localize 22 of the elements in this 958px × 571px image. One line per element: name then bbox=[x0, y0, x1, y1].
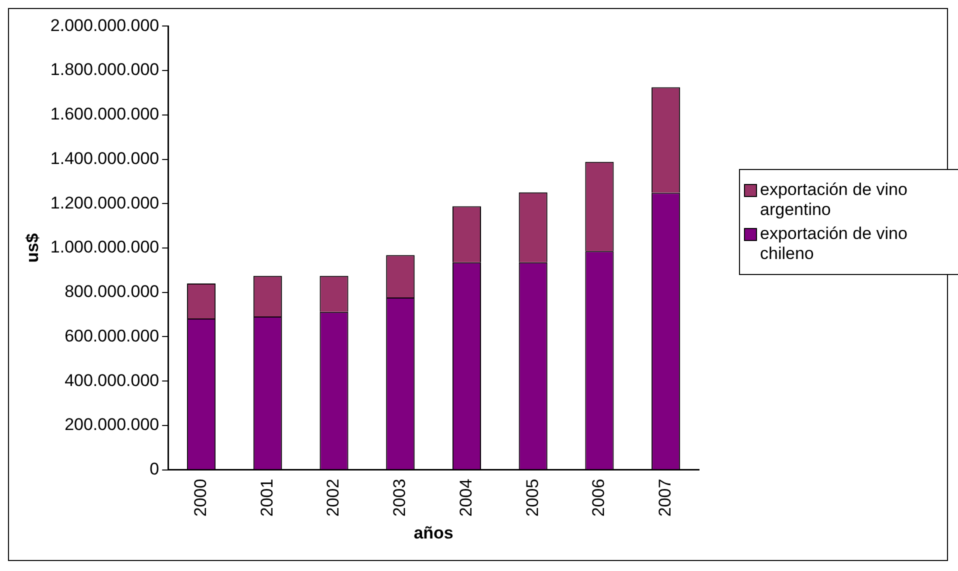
y-tick-label: 1.400.000.000 bbox=[50, 148, 160, 168]
y-tick-label: 600.000.000 bbox=[64, 326, 160, 346]
y-tick-label: 800.000.000 bbox=[64, 282, 160, 302]
x-axis-title: años bbox=[414, 523, 454, 542]
x-tick-label: 2003 bbox=[390, 478, 410, 517]
y-tick-label: 2.000.000.000 bbox=[50, 16, 160, 35]
y-tick-label: 1.000.000.000 bbox=[50, 238, 160, 257]
y-axis-title: us$ bbox=[22, 232, 42, 263]
y-tick-label: 200.000.000 bbox=[64, 415, 160, 434]
x-tick-label: 2007 bbox=[656, 478, 675, 517]
x-tick-label: 2000 bbox=[190, 478, 210, 517]
y-tick-label: 1.200.000.000 bbox=[50, 193, 160, 212]
y-tick-label: 1.800.000.000 bbox=[50, 60, 160, 80]
x-tick-label: 2006 bbox=[589, 478, 608, 517]
legend-label: exportación de vino chileno bbox=[760, 224, 908, 264]
x-tick-label: 2002 bbox=[324, 478, 343, 517]
y-tick-label: 0 bbox=[150, 459, 160, 478]
y-tick-label: 1.600.000.000 bbox=[50, 104, 160, 124]
x-tick-label: 2001 bbox=[257, 478, 276, 517]
x-tick-label: 2004 bbox=[456, 478, 476, 517]
x-tick-label: 2005 bbox=[522, 478, 542, 517]
y-tick-label: 400.000.000 bbox=[64, 370, 160, 390]
